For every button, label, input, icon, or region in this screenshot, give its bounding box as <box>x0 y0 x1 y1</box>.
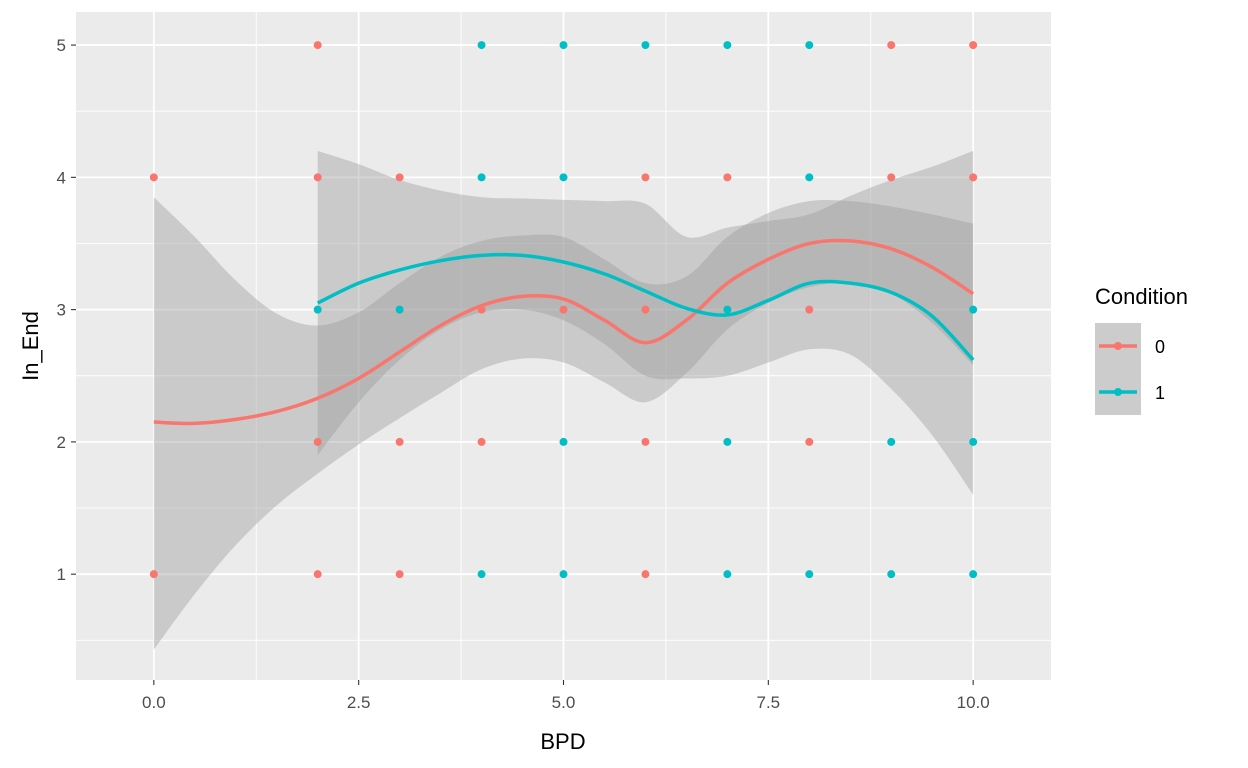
legend-key-point-1 <box>1114 388 1122 396</box>
point-condition-1 <box>723 570 732 579</box>
point-condition-0 <box>969 41 978 50</box>
x-tick-label: 5.0 <box>552 693 576 712</box>
legend-label-1: 1 <box>1155 383 1165 403</box>
point-condition-1 <box>559 41 568 50</box>
point-condition-0 <box>887 173 896 182</box>
point-condition-1 <box>477 570 486 579</box>
point-condition-0 <box>313 570 322 579</box>
point-condition-0 <box>313 41 322 50</box>
smooth-lines <box>153 238 975 426</box>
point-condition-0 <box>395 437 404 446</box>
point-condition-1 <box>969 570 978 579</box>
x-tick-label: 10.0 <box>957 693 990 712</box>
point-condition-0 <box>395 570 404 579</box>
legend-key-point-0 <box>1114 342 1122 350</box>
point-condition-0 <box>641 173 650 182</box>
point-condition-0 <box>149 173 158 182</box>
legend-label-0: 0 <box>1155 337 1165 357</box>
x-axis-title: BPD <box>540 729 585 754</box>
point-condition-1 <box>723 305 732 314</box>
point-condition-1 <box>559 570 568 579</box>
point-condition-0 <box>805 437 814 446</box>
legend-title: Condition <box>1095 284 1188 309</box>
smooth-line-1 <box>316 252 975 362</box>
x-tick-label: 0.0 <box>142 693 166 712</box>
y-axis: 1 2 3 4 5 <box>57 36 76 584</box>
data-points <box>149 41 978 579</box>
y-tick-label: 2 <box>57 433 66 452</box>
point-condition-1 <box>969 305 978 314</box>
point-condition-1 <box>559 437 568 446</box>
x-axis: 0.0 2.5 5.0 7.5 10.0 <box>142 680 990 712</box>
point-condition-0 <box>805 305 814 314</box>
point-condition-0 <box>477 437 486 446</box>
point-condition-1 <box>477 41 486 50</box>
point-condition-0 <box>149 570 158 579</box>
point-condition-0 <box>887 41 896 50</box>
point-condition-1 <box>723 437 732 446</box>
point-condition-0 <box>641 570 650 579</box>
point-condition-0 <box>641 305 650 314</box>
point-condition-1 <box>723 41 732 50</box>
point-condition-1 <box>805 41 814 50</box>
point-condition-1 <box>641 41 650 50</box>
point-condition-1 <box>395 305 404 314</box>
y-tick-label: 4 <box>57 168 66 187</box>
x-tick-label: 7.5 <box>757 693 781 712</box>
point-condition-0 <box>723 173 732 182</box>
point-condition-1 <box>805 570 814 579</box>
point-condition-0 <box>395 173 404 182</box>
smooth-line-0 <box>153 238 975 426</box>
point-condition-0 <box>969 173 978 182</box>
point-condition-1 <box>887 437 896 446</box>
ci-ribbon-0 <box>153 197 974 650</box>
point-condition-0 <box>313 437 322 446</box>
point-condition-0 <box>313 173 322 182</box>
point-condition-1 <box>313 305 322 314</box>
x-tick-label: 2.5 <box>347 693 371 712</box>
y-tick-label: 1 <box>57 565 66 584</box>
point-condition-0 <box>559 305 568 314</box>
legend: Condition 01 <box>1095 284 1188 415</box>
point-condition-0 <box>641 437 650 446</box>
point-condition-1 <box>477 173 486 182</box>
point-condition-1 <box>559 173 568 182</box>
point-condition-1 <box>805 173 814 182</box>
confidence-ribbons <box>153 150 974 650</box>
legend-keys: 01 <box>1095 323 1165 415</box>
point-condition-1 <box>969 437 978 446</box>
point-condition-1 <box>887 570 896 579</box>
ci-ribbon-1 <box>317 150 974 495</box>
y-tick-label: 3 <box>57 301 66 320</box>
y-axis-title: In_End <box>18 311 43 381</box>
y-tick-label: 5 <box>57 36 66 55</box>
